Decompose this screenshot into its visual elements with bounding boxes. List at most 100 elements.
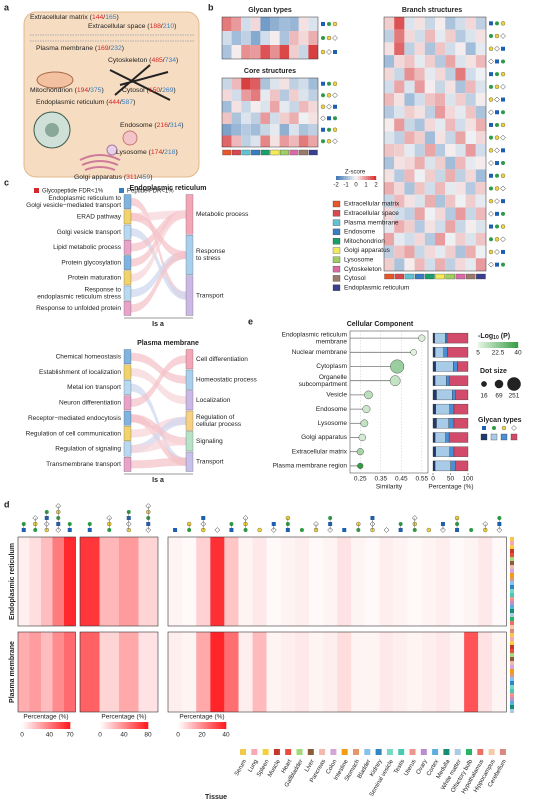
percentage-bar (446, 332, 469, 344)
compartment-name: Golgi apparatus (74, 174, 122, 181)
glycan-icon (494, 96, 500, 103)
colorbar-tick: 40 (120, 732, 128, 739)
heatmap-cell (404, 232, 415, 246)
heatmap-cell (424, 144, 435, 157)
glycan-icon (511, 425, 517, 431)
heatmap-cell (394, 80, 405, 94)
colorbar-gradient (117, 722, 121, 729)
heatmap-cell (435, 258, 446, 271)
category-bar (185, 194, 194, 235)
zscore-gradient (346, 176, 349, 180)
pvalue-gradient (506, 342, 509, 348)
percentage-bar (432, 403, 436, 415)
y-tick-label: Organelle (319, 374, 348, 381)
heatmap-cell (475, 93, 486, 106)
heatmap-cell (465, 245, 476, 259)
heatmap-column (309, 632, 324, 712)
colorbar-tick: 20 (198, 732, 206, 739)
colorbar-title: Percentage (%) (179, 714, 224, 721)
tissue-strip (510, 665, 514, 669)
term-bar (123, 224, 132, 240)
heatmap-cell (260, 101, 270, 113)
term-bar (123, 301, 132, 316)
colorbar-gradient (121, 722, 125, 729)
left-term: Golgi vesicle−mediated transport (26, 202, 121, 209)
heatmap-cell (404, 207, 415, 221)
glycan-icon (327, 127, 331, 132)
compartment-swatch (332, 228, 341, 236)
heatmap-border (383, 16, 487, 272)
heatmap-column (435, 632, 450, 712)
colorbar-gradient (197, 722, 201, 729)
mitochondrion-drawing (36, 71, 74, 89)
tissue-strip (510, 593, 514, 597)
heatmap-cell (241, 112, 251, 124)
percentage-bar (446, 375, 450, 386)
glyco-count: 485 (147, 57, 163, 64)
zscore-gradient (368, 176, 371, 180)
glycan-icon (500, 185, 506, 192)
tissue-swatch (240, 749, 246, 755)
heatmap-border (221, 16, 319, 60)
block-border (17, 536, 76, 627)
glycan-icon (326, 35, 332, 41)
heatmap-column (18, 537, 30, 626)
tissue-strip (510, 569, 514, 573)
heatmap-cell (445, 258, 456, 271)
percentage-bar (450, 460, 456, 472)
heatmap-cell (308, 31, 318, 45)
colorbar-gradient (177, 722, 181, 729)
colorbar-gradient (201, 722, 205, 729)
heatmap-cell (424, 169, 435, 183)
glycan-icon (214, 527, 221, 533)
heatmap-column (379, 632, 394, 712)
colorbar-gradient (43, 722, 47, 729)
heatmap-cell (445, 67, 456, 81)
heatmap-cell (404, 118, 415, 132)
heatmap-cell (475, 194, 486, 208)
heatmap-column (41, 632, 53, 712)
y-tick-label: Cytoplasm (316, 363, 347, 370)
y-tick-label: subcompartment (299, 381, 348, 388)
heatmap-cell (222, 124, 232, 136)
heatmap-cell (414, 156, 425, 170)
pct-tick-label: 50 (447, 476, 455, 483)
pvalue-gradient (512, 342, 515, 348)
tissue-swatch (477, 749, 484, 755)
heatmap-cell (414, 232, 425, 246)
tissue-strip (510, 661, 514, 665)
tissue-strip (510, 705, 514, 709)
glycan-icon (500, 236, 506, 243)
y-tick-label: Vesicle (326, 392, 347, 399)
colorbar-gradient (211, 722, 215, 729)
zscore-gradient (370, 176, 373, 180)
tissue-swatch (273, 749, 280, 755)
heatmap-cell (455, 105, 466, 119)
colorbar-gradient (187, 722, 191, 729)
heatmap-cell (404, 220, 415, 233)
heatmap-cell (455, 156, 466, 170)
legend-swatch (34, 188, 39, 193)
left-term: Regulation of cell communication (26, 430, 122, 437)
heatmap-cell (475, 156, 486, 170)
tissue-strip (510, 657, 514, 661)
heatmap-cell (435, 220, 446, 233)
pvalue-legend-sub: 10 (493, 335, 499, 341)
y-tick-label: membrane (316, 338, 347, 345)
heatmap-cell (289, 45, 299, 59)
sankey-flow (131, 355, 186, 407)
glycan-icon (495, 173, 499, 178)
tissue-strip (510, 613, 514, 617)
glycan-icon (332, 138, 338, 145)
zscore-gradient (338, 176, 341, 180)
cytoskeleton-drawing (109, 64, 171, 101)
heatmap-cell (435, 55, 446, 68)
tissue-strip (510, 669, 514, 673)
colorbar-gradient (57, 722, 61, 729)
category-bar (185, 431, 194, 452)
term-bar (123, 255, 132, 270)
tissue-swatch (285, 749, 292, 755)
glycan-icon (489, 122, 493, 127)
compartment-legend-label: Endoplasmic reticulum (344, 284, 409, 291)
